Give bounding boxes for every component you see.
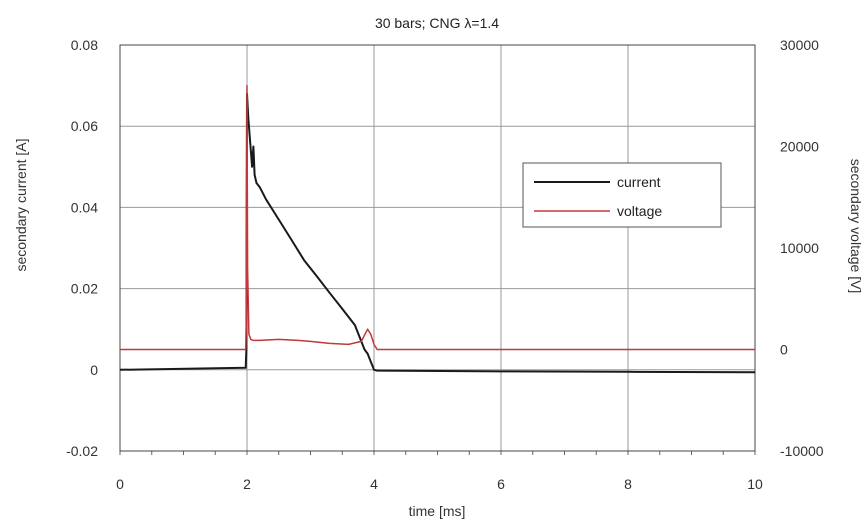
right-y-tick-labels: -10000 0 10000 20000 30000 (780, 37, 824, 459)
x-tick-label-0: 0 (116, 476, 124, 492)
x-tick-label-1: 2 (243, 476, 251, 492)
x-tick-label-4: 8 (624, 476, 632, 492)
chart-title: 30 bars; CNG λ=1.4 (375, 15, 499, 31)
series-layer (119, 84, 756, 374)
series-line-voltage (120, 84, 755, 351)
x-axis-label: time [ms] (409, 503, 466, 519)
right-y-tick-label-0: -10000 (780, 443, 824, 459)
right-y-tick-label-4: 30000 (780, 37, 819, 53)
left-y-tick-label-4: 0.06 (71, 118, 98, 134)
left-y-tick-label-3: 0.04 (71, 199, 98, 215)
grid (119, 44, 756, 455)
right-y-tick-label-1: 0 (780, 342, 788, 358)
legend-box (522, 162, 722, 228)
x-tick-label-2: 4 (370, 476, 378, 492)
series-line-current (119, 92, 756, 374)
left-y-tick-label-0: -0.02 (66, 443, 98, 459)
left-y-tick-label-1: 0 (90, 362, 98, 378)
left-y-tick-labels: -0.02 0 0.02 0.04 0.06 0.08 (66, 37, 98, 459)
legend: current voltage (522, 162, 722, 228)
right-y-tick-label-3: 20000 (780, 139, 819, 155)
x-tick-labels: 0 2 4 6 8 10 (116, 476, 763, 492)
left-y-tick-label-5: 0.08 (71, 37, 98, 53)
legend-current-label: current (617, 174, 661, 190)
plot-frame (119, 44, 756, 452)
x-tick-label-3: 6 (497, 476, 505, 492)
x-tick-label-5: 10 (747, 476, 763, 492)
left-y-axis-label: secondary current [A] (13, 138, 29, 271)
right-y-axis-label: secondary voltage [V] (848, 159, 863, 294)
legend-voltage-label: voltage (617, 203, 662, 219)
left-y-tick-label-2: 0.02 (71, 281, 98, 297)
right-y-tick-label-2: 10000 (780, 240, 819, 256)
